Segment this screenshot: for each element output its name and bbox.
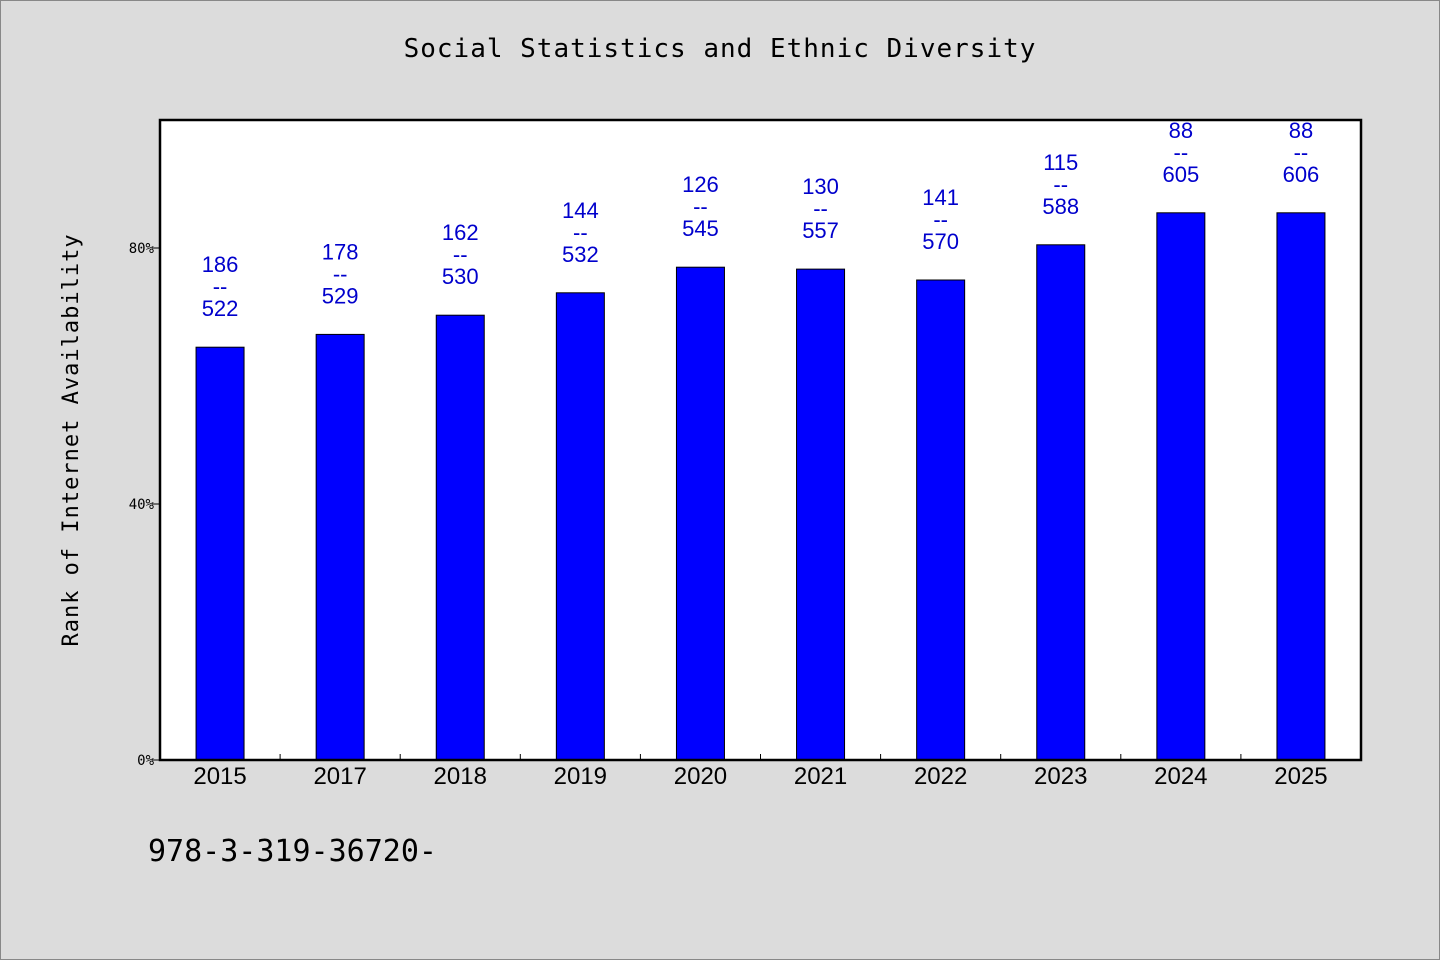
- x-tick-label: 2022: [914, 763, 967, 790]
- bar-value-label-separator: --: [1294, 140, 1309, 165]
- x-tick-label: 2023: [1034, 763, 1087, 790]
- chart-title: Social Statistics and Ethnic Diversity: [403, 34, 1037, 64]
- bar-value-label-top: 162: [442, 220, 479, 245]
- bar: [1156, 212, 1206, 761]
- bar-value-label-separator: --: [453, 242, 468, 267]
- bar-value-label-top: 186: [202, 252, 239, 277]
- footer-code: 978-3-319-36720-: [148, 834, 437, 869]
- y-axis-title: Rank of Internet Availability: [59, 233, 84, 646]
- bar: [1036, 244, 1086, 761]
- bar-value-label-bottom: 529: [322, 283, 359, 308]
- bar: [675, 266, 725, 761]
- bar-value-label-separator: --: [693, 194, 708, 219]
- bar-value-label-top: 141: [922, 185, 959, 210]
- x-tick-label: 2021: [794, 763, 847, 790]
- bar-value-label-separator: --: [1053, 172, 1068, 197]
- bar-value-label-top: 144: [562, 198, 599, 223]
- plot-border: [158, 118, 1363, 762]
- bar-value-label-bottom: 606: [1283, 162, 1320, 187]
- bar-value-label-top: 126: [682, 172, 719, 197]
- bar-value-label-separator: --: [333, 261, 348, 286]
- bar: [796, 268, 846, 761]
- bar-value-label-separator: --: [1174, 140, 1189, 165]
- bar-value-label-top: 178: [322, 239, 359, 264]
- y-tick-label: 0%: [137, 753, 154, 769]
- bar: [916, 279, 966, 761]
- x-tick-label: 2020: [674, 763, 727, 790]
- bar-value-label-bottom: 588: [1042, 194, 1079, 219]
- bar: [195, 346, 245, 761]
- bar-value-label-separator: --: [813, 196, 828, 221]
- bar-value-label-bottom: 522: [202, 296, 239, 321]
- bar-value-label-separator: --: [933, 207, 948, 232]
- bar-value-label-top: 115: [1043, 150, 1078, 175]
- bar: [555, 292, 605, 761]
- bar-value-label-top: 88: [1289, 118, 1313, 143]
- y-tick-label: 80%: [129, 241, 155, 257]
- bar-value-label-bottom: 532: [562, 242, 599, 267]
- bar: [315, 333, 365, 761]
- bar: [435, 314, 485, 761]
- bar-value-label-separator: --: [573, 220, 588, 245]
- bar-value-label-top: 88: [1169, 118, 1193, 143]
- bar-value-label-top: 130: [802, 174, 839, 199]
- bar-value-label-bottom: 530: [442, 264, 479, 289]
- x-tick-label: 2017: [313, 763, 366, 790]
- bar-value-label-bottom: 557: [802, 218, 839, 243]
- x-tick-label: 2015: [193, 763, 246, 790]
- x-tick-label: 2018: [434, 763, 487, 790]
- x-tick-label: 2025: [1274, 763, 1327, 790]
- bar-value-label-bottom: 605: [1162, 162, 1199, 187]
- bar-value-label-bottom: 545: [682, 216, 719, 241]
- bar: [1276, 212, 1326, 761]
- x-tick-label: 2019: [554, 763, 607, 790]
- bar-value-label-bottom: 570: [922, 229, 959, 254]
- y-tick-label: 40%: [129, 497, 155, 513]
- x-tick-label: 2024: [1154, 763, 1207, 790]
- bar-value-label-separator: --: [213, 274, 228, 299]
